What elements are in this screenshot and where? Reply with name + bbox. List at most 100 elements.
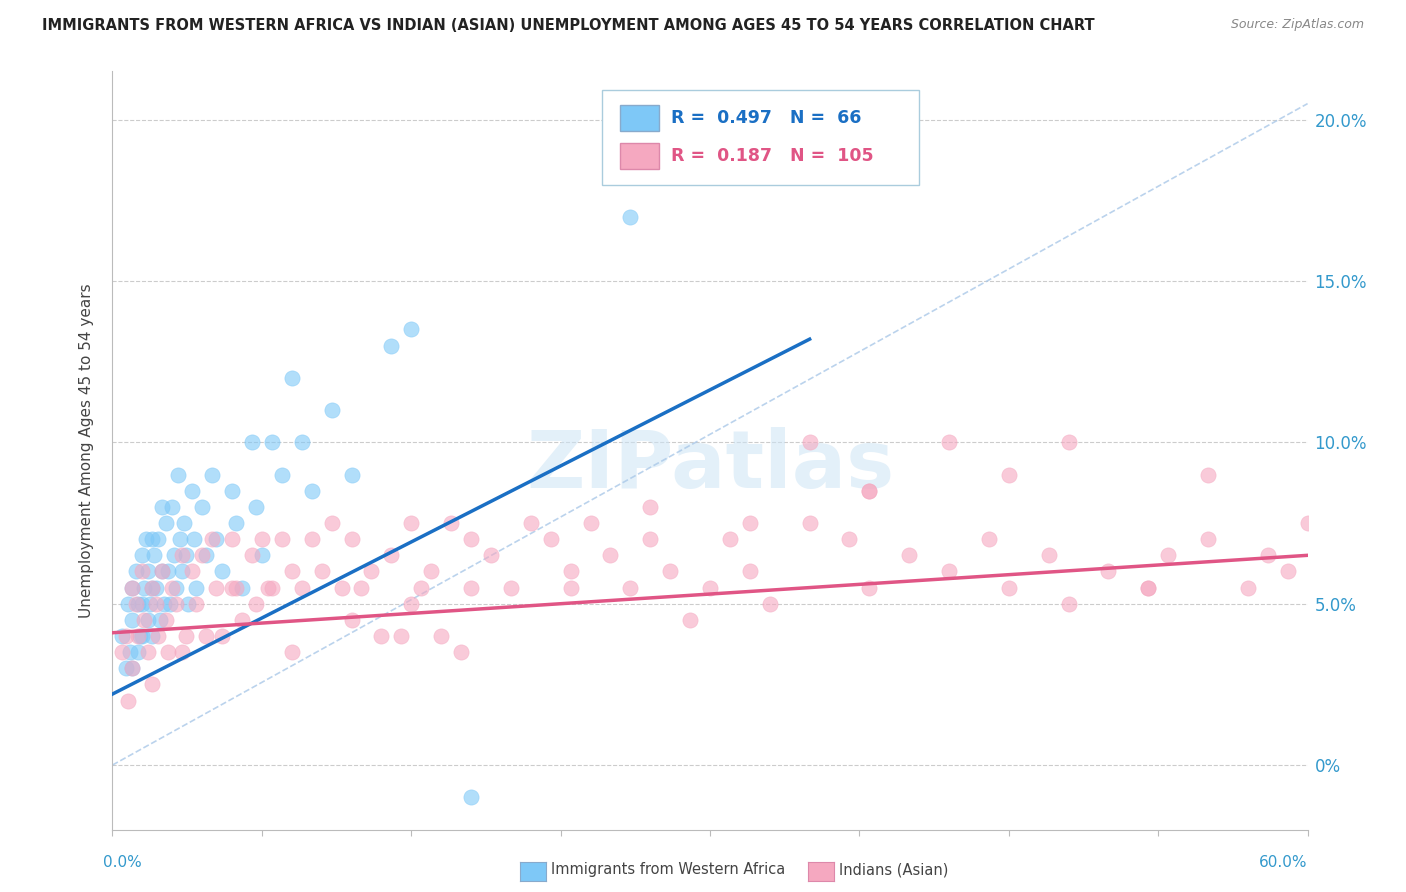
FancyBboxPatch shape [603,90,920,186]
Point [221,532,243,546]
Point [560,565,582,579]
Point [799,435,821,450]
Point [340,532,363,546]
Point [560,581,582,595]
Point [270,467,292,482]
Point [281,645,304,659]
Point [155,516,177,530]
Point [460,581,482,595]
Point [145,581,167,595]
Point [141,629,163,643]
Point [340,467,363,482]
Point [165,597,187,611]
Point [157,565,180,579]
Point [115,629,138,643]
Point [699,581,721,595]
Point [430,629,453,643]
Point [389,629,412,643]
Point [977,532,1000,546]
Point [121,581,143,595]
Point [169,532,191,546]
FancyBboxPatch shape [620,105,658,131]
Point [250,549,273,563]
Point [181,483,204,498]
Point [281,565,304,579]
Point [162,500,183,514]
Text: R =  0.187   N =  105: R = 0.187 N = 105 [671,147,873,165]
Point [260,581,283,595]
Point [599,549,621,563]
Point [640,532,662,546]
Point [148,532,170,546]
Point [640,500,662,514]
Point [998,581,1021,595]
Point [499,581,522,595]
Point [380,338,402,352]
Point [201,532,224,546]
Point [115,661,138,675]
Point [370,629,392,643]
Point [1197,467,1219,482]
Point [149,613,172,627]
Point [1057,435,1080,450]
Point [291,581,314,595]
Point [174,549,197,563]
Point [121,661,143,675]
Point [167,467,190,482]
Point [679,613,702,627]
Point [138,613,160,627]
Point [245,500,267,514]
Point [321,403,343,417]
Point [145,597,167,611]
Point [121,581,143,595]
Point [134,581,156,595]
Point [205,532,228,546]
Point [225,516,247,530]
Point [838,532,860,546]
Point [270,532,292,546]
Point [201,467,224,482]
Point [858,581,880,595]
Point [520,516,543,530]
Point [858,483,880,498]
Point [131,549,153,563]
Point [138,645,160,659]
Point [127,597,149,611]
Point [411,581,433,595]
Point [141,677,163,691]
Point [139,597,162,611]
Point [231,613,253,627]
Point [205,581,228,595]
Point [127,629,149,643]
Point [125,597,148,611]
Point [718,532,741,546]
Point [211,629,233,643]
Point [619,210,641,224]
Point [401,516,423,530]
Point [380,549,402,563]
Point [858,483,880,498]
Point [121,613,143,627]
Point [221,581,243,595]
Point [240,435,263,450]
Point [131,597,153,611]
Text: ZIPatlas: ZIPatlas [526,426,894,505]
Point [450,645,472,659]
Point [479,549,502,563]
Point [225,581,247,595]
Point [245,597,267,611]
Point [311,565,333,579]
Point [125,565,148,579]
Point [172,645,194,659]
Point [181,565,204,579]
Point [127,645,149,659]
Text: IMMIGRANTS FROM WESTERN AFRICA VS INDIAN (ASIAN) UNEMPLOYMENT AMONG AGES 45 TO 5: IMMIGRANTS FROM WESTERN AFRICA VS INDIAN… [42,18,1095,33]
Point [141,581,163,595]
Point [330,581,353,595]
Point [121,661,143,675]
Point [191,500,214,514]
Point [619,581,641,595]
Point [143,549,166,563]
Point [191,549,214,563]
Point [257,581,280,595]
